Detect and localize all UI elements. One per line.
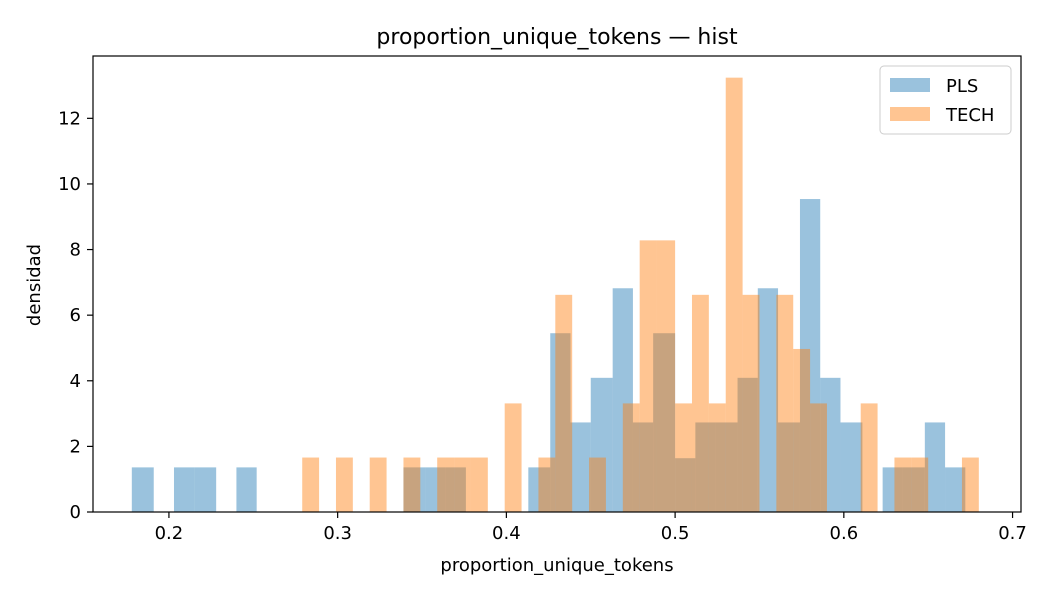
legend-swatch-tech [890,107,930,121]
bar-pls-3 [236,467,257,512]
bar-tech-19 [776,294,794,512]
bar-pls-12 [632,422,654,512]
bar-pls-1 [173,467,195,512]
legend-box [879,65,1012,135]
bar-pls-10 [590,377,613,512]
chart-title: proportion_unique_tokens — hist [376,25,738,50]
bar-pls-13 [653,333,676,512]
bar-tech-2 [369,457,387,512]
bar-pls-16 [715,422,738,512]
bar-pls-17 [737,377,758,512]
legend-label-tech: TECH [945,105,994,126]
y-tick-label: 8 [70,240,81,261]
bar-tech-13 [656,240,676,512]
bar-pls-4 [403,467,426,512]
bar-tech-9 [555,294,573,512]
bar-pls-23 [882,467,903,512]
bar-tech-10 [589,457,606,512]
bar-tech-24 [911,457,929,512]
bar-pls-9 [570,422,591,512]
y-tick-label: 0 [70,502,81,523]
bar-tech-25 [961,457,979,512]
bar-tech-12 [639,240,657,512]
bar-pls-20 [799,199,821,512]
series-pls [131,199,966,512]
bar-pls-8 [550,333,571,512]
y-axis-ticks: 0 2 4 6 8 10 12 [58,108,93,523]
x-tick-label: 0.2 [155,523,184,544]
bar-tech-1 [335,457,353,512]
bar-pls-22 [840,422,863,512]
bar-tech-17 [725,77,743,513]
bar-pls-5 [425,467,446,512]
bar-tech-22 [860,403,878,512]
bar-pls-15 [695,422,716,512]
y-axis-label: densidad [24,244,45,326]
plot-frame [92,55,1022,513]
x-axis-label: proportion_unique_tokens [440,555,673,576]
bar-tech-18 [742,294,760,512]
x-tick-label: 0.6 [830,523,859,544]
bar-pls-2 [194,467,217,512]
y-tick-label: 6 [70,305,81,326]
bar-tech-16 [708,403,726,512]
bar-tech-8 [538,457,556,512]
bar-pls-21 [820,377,841,512]
bar-tech-21 [810,403,827,512]
legend-swatch-pls [890,78,930,92]
bar-tech-11 [622,403,640,512]
legend: PLS TECH [879,65,1012,135]
bar-pls-19 [778,422,800,512]
bar-tech-15 [691,294,709,512]
bar-tech-6 [470,457,488,512]
bar-pls-6 [445,467,466,512]
bar-pls-7 [528,467,551,512]
y-tick-label: 12 [58,108,81,129]
bar-pls-0 [131,467,154,512]
x-tick-label: 0.4 [492,523,521,544]
bar-pls-11 [612,288,633,512]
bar-tech-20 [793,348,811,512]
x-tick-label: 0.3 [323,523,352,544]
x-axis-ticks: 0.2 0.3 0.4 0.5 0.6 0.7 [155,512,1027,544]
x-tick-label: 0.7 [998,523,1027,544]
bar-tech-14 [675,403,692,512]
bar-pls-18 [757,288,779,512]
bar-tech-5 [454,457,471,512]
series-tech [302,77,979,513]
bar-tech-4 [437,457,455,512]
bar-pls-14 [675,458,696,512]
y-tick-label: 4 [70,371,81,392]
x-tick-label: 0.5 [661,523,690,544]
bar-tech-3 [403,457,421,512]
bar-pls-24 [902,467,925,512]
bar-pls-25 [924,422,946,512]
bar-tech-7 [504,403,522,512]
y-tick-label: 10 [58,174,81,195]
bars-layer [131,77,979,513]
bar-tech-23 [894,457,912,512]
legend-label-pls: PLS [946,76,978,97]
y-tick-label: 2 [70,436,81,457]
bar-tech-0 [302,457,320,512]
bar-pls-26 [945,467,966,512]
